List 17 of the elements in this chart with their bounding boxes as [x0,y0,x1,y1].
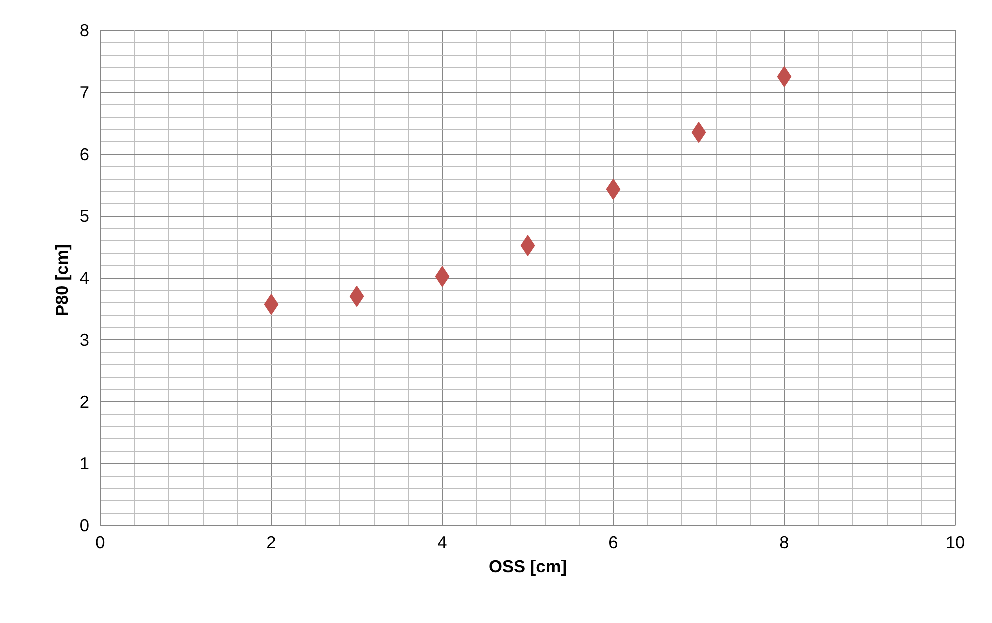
y-axis-title: P80 [cm] [52,244,72,317]
y-tick-label: 5 [80,206,90,226]
x-tick-label: 4 [438,532,448,552]
y-tick-label: 8 [80,20,90,40]
x-tick-label: 8 [780,532,790,552]
x-tick-label: 2 [266,532,276,552]
x-axis-title: OSS [cm] [489,556,568,576]
y-tick-label: 1 [80,454,90,474]
y-tick-label: 6 [80,144,90,164]
y-tick-label: 7 [80,82,90,102]
y-tick-label: 2 [80,392,90,412]
x-tick-label: 10 [946,532,966,552]
x-tick-label: 0 [96,532,106,552]
y-tick-label: 4 [80,268,90,288]
y-tick-label: 3 [80,330,90,350]
x-tick-label: 6 [608,532,618,552]
y-tick-label: 0 [80,516,90,536]
